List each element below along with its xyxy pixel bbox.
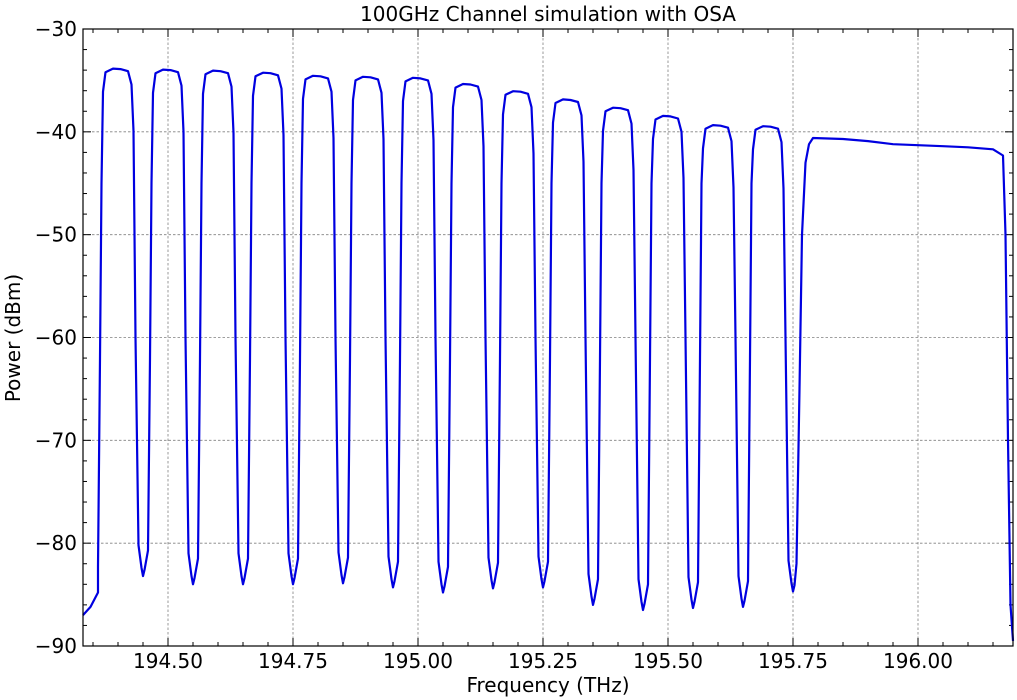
ticks (83, 28, 1013, 647)
spectrum-line (82, 67, 1015, 641)
y-tick-label: −70 (35, 428, 77, 452)
x-tick-label: 196.00 (883, 649, 953, 673)
x-tick-label: 195.00 (383, 649, 453, 673)
y-tick-label: −60 (35, 326, 77, 350)
x-tick-label: 195.50 (633, 649, 703, 673)
tick-labels: 194.50 194.75 195.00 195.25 195.50 195.75 196.… (35, 17, 953, 673)
y-axis-label: Power (dBm) (1, 274, 25, 402)
y-tick-label: −50 (35, 223, 77, 247)
x-tick-label: 195.25 (508, 649, 578, 673)
y-tick-label: −80 (35, 531, 77, 555)
x-axis-label: Frequency (THz) (466, 673, 629, 697)
x-tick-label: 194.75 (258, 649, 328, 673)
plot-frame (82, 28, 1014, 647)
x-tick-label: 194.50 (133, 649, 203, 673)
x-tick-label: 195.75 (758, 649, 828, 673)
series (82, 67, 1015, 641)
y-tick-label: −90 (35, 634, 77, 658)
y-tick-label: −30 (35, 17, 77, 41)
chart-title: 100GHz Channel simulation with OSA (360, 2, 736, 26)
y-tick-label: −40 (35, 120, 77, 144)
